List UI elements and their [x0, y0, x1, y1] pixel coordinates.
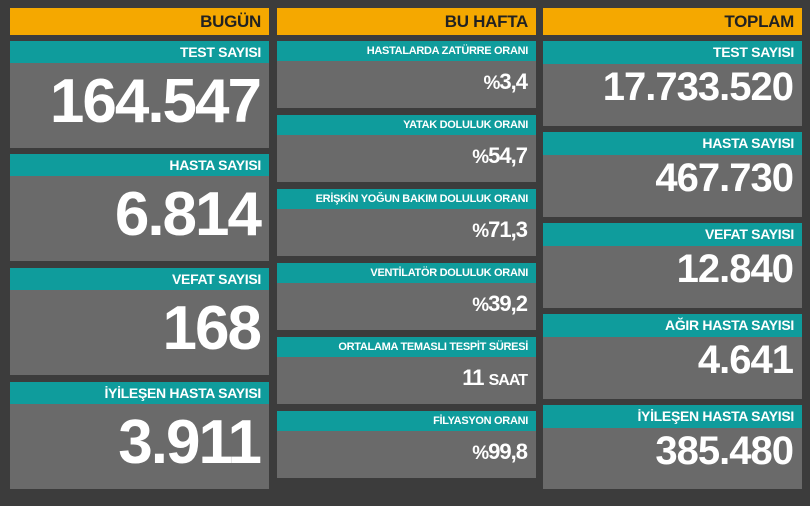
total-test-value: 17.733.520 [602, 65, 794, 109]
week-ventilator-card: VENTİLATÖR DOLULUK ORANI %39,2 [277, 263, 536, 330]
today-test-card: TEST SAYISI 164.547 [10, 41, 269, 148]
week-contact-unit: SAAT [488, 372, 528, 389]
total-critical-card: AĞIR HASTA SAYISI 4.641 [543, 314, 802, 399]
week-bed-value: %54,7 [277, 135, 536, 173]
percent-sign: % [472, 147, 489, 168]
week-contact-number: 11 [462, 365, 484, 390]
today-patient-value: 6.814 [114, 180, 262, 249]
week-contact-value: 11 SAAT [277, 357, 536, 396]
total-column: TOPLAM TEST SAYISI 17.733.520 HASTA SAYI… [543, 8, 802, 489]
week-header: BU HAFTA [277, 8, 536, 35]
today-death-value: 168 [162, 294, 262, 363]
today-recovered-card: İYİLEŞEN HASTA SAYISI 3.911 [10, 382, 269, 489]
total-patient-value: 467.730 [655, 156, 794, 200]
week-contact-label: ORTALAMA TEMASLI TESPİT SÜRESİ [277, 337, 536, 357]
week-contact-card: ORTALAMA TEMASLI TESPİT SÜRESİ 11 SAAT [277, 337, 536, 404]
total-critical-value: 4.641 [697, 338, 794, 382]
week-filiation-card: FİLYASYON ORANI %99,8 [277, 411, 536, 478]
total-recovered-card: İYİLEŞEN HASTA SAYISI 385.480 [543, 405, 802, 489]
week-ventilator-value: %39,2 [277, 283, 536, 321]
week-ventilator-number: 39,2 [488, 291, 528, 316]
percent-sign: % [472, 295, 489, 316]
today-test-value: 164.547 [49, 67, 262, 136]
week-icu-value: %71,3 [277, 209, 536, 247]
week-filiation-label: FİLYASYON ORANI [277, 411, 536, 431]
week-bed-label: YATAK DOLULUK ORANI [277, 115, 536, 135]
total-death-card: VEFAT SAYISI 12.840 [543, 223, 802, 308]
total-patient-card: HASTA SAYISI 467.730 [543, 132, 802, 217]
percent-sign: % [472, 443, 489, 464]
week-column: BU HAFTA HASTALARDA ZATÜRRE ORANI %3,4 Y… [277, 8, 536, 478]
today-header: BUGÜN [10, 8, 269, 35]
total-recovered-value: 385.480 [655, 429, 794, 473]
week-icu-number: 71,3 [488, 217, 528, 242]
week-pneumonia-card: HASTALARDA ZATÜRRE ORANI %3,4 [277, 41, 536, 108]
total-patient-label: HASTA SAYISI [543, 132, 802, 155]
week-icu-label: ERİŞKİN YOĞUN BAKIM DOLULUK ORANI [277, 189, 536, 209]
today-patient-card: HASTA SAYISI 6.814 [10, 154, 269, 261]
today-test-label: TEST SAYISI [10, 41, 269, 63]
week-pneumonia-label: HASTALARDA ZATÜRRE ORANI [277, 41, 536, 61]
today-recovered-value: 3.911 [118, 408, 262, 477]
total-death-label: VEFAT SAYISI [543, 223, 802, 246]
week-bed-card: YATAK DOLULUK ORANI %54,7 [277, 115, 536, 182]
percent-sign: % [472, 221, 489, 242]
percent-sign: % [483, 73, 501, 94]
today-column: BUGÜN TEST SAYISI 164.547 HASTA SAYISI 6… [10, 8, 269, 489]
week-filiation-number: 99,8 [488, 439, 528, 464]
week-ventilator-label: VENTİLATÖR DOLULUK ORANI [277, 263, 536, 283]
week-pneumonia-value: %3,4 [277, 61, 536, 99]
total-test-label: TEST SAYISI [543, 41, 802, 64]
total-recovered-label: İYİLEŞEN HASTA SAYISI [543, 405, 802, 428]
today-patient-label: HASTA SAYISI [10, 154, 269, 176]
today-recovered-label: İYİLEŞEN HASTA SAYISI [10, 382, 269, 404]
today-death-label: VEFAT SAYISI [10, 268, 269, 290]
today-death-card: VEFAT SAYISI 168 [10, 268, 269, 375]
week-filiation-value: %99,8 [277, 431, 536, 469]
total-critical-label: AĞIR HASTA SAYISI [543, 314, 802, 337]
week-pneumonia-number: 3,4 [499, 69, 528, 94]
total-header: TOPLAM [543, 8, 802, 35]
total-death-value: 12.840 [676, 247, 794, 291]
total-test-card: TEST SAYISI 17.733.520 [543, 41, 802, 126]
week-bed-number: 54,7 [488, 143, 528, 168]
week-icu-card: ERİŞKİN YOĞUN BAKIM DOLULUK ORANI %71,3 [277, 189, 536, 256]
